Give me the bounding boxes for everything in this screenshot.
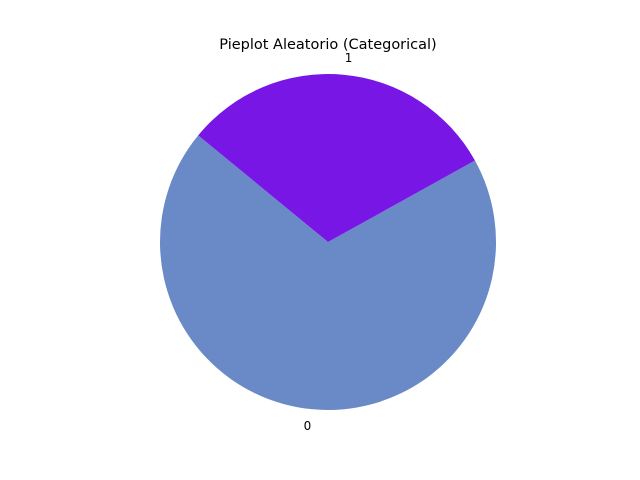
pie-slices (160, 73, 497, 410)
pie-slice-label-1: 1 (345, 51, 353, 65)
pie-slice-0 (160, 135, 497, 410)
pie-slice-labels: 01 (304, 51, 353, 433)
chart-title: Pieplot Aleatorio (Categorical) (219, 37, 436, 53)
pie-slice-label-0: 0 (304, 419, 312, 433)
pie-slice-1 (198, 73, 475, 242)
